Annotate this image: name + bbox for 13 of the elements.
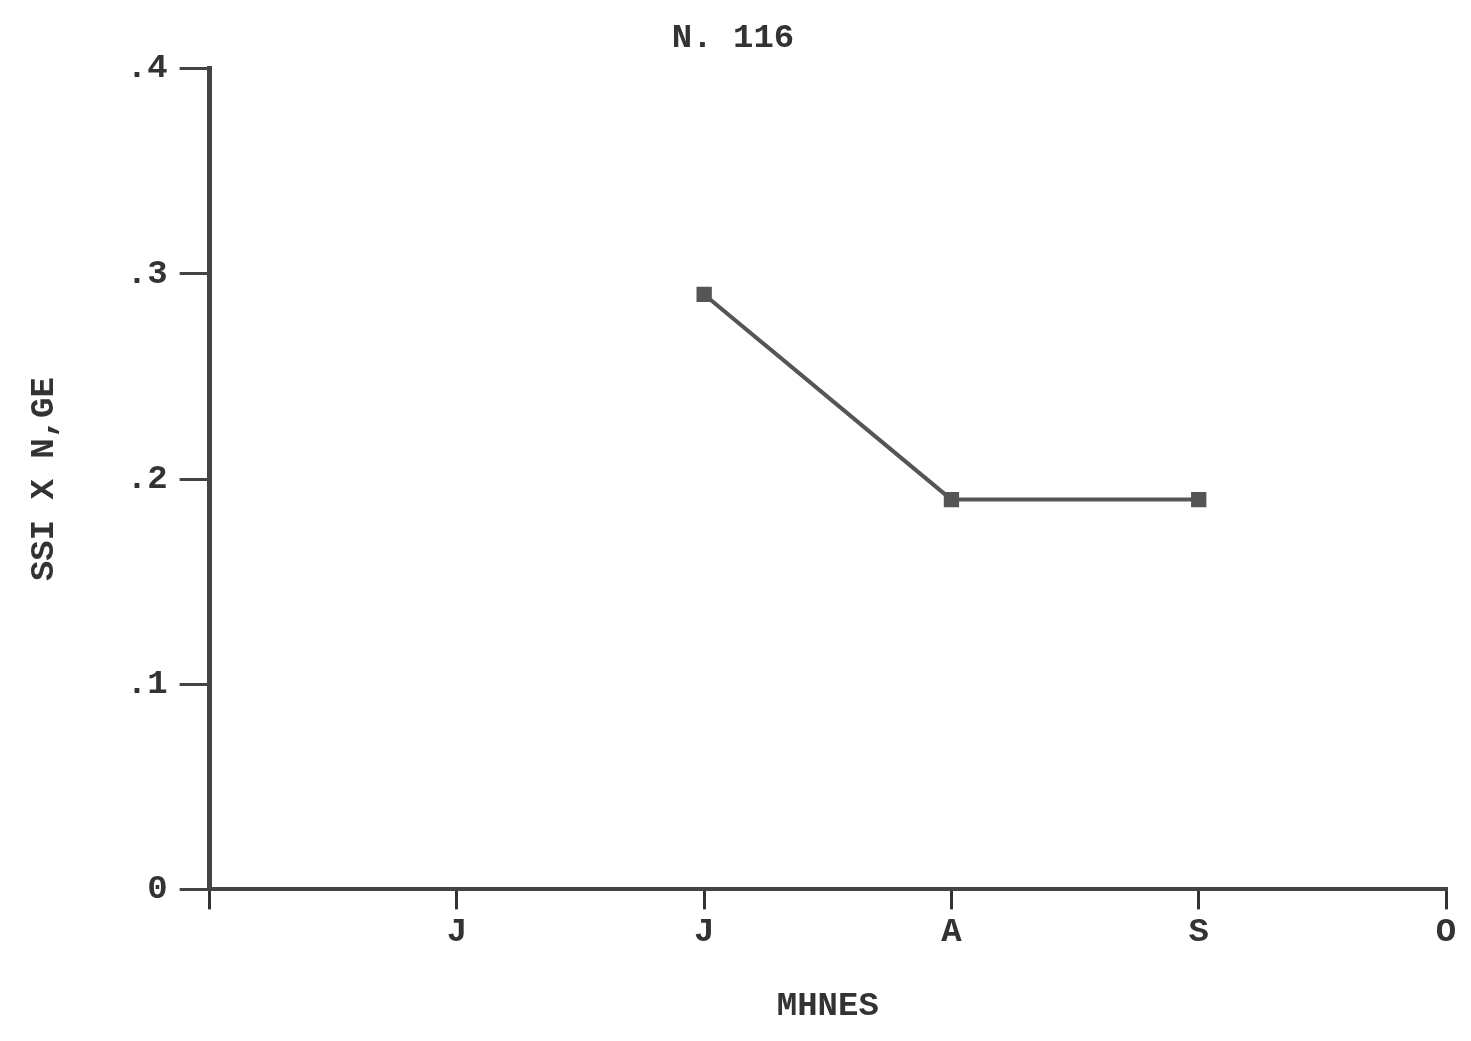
x-tick-label: J <box>693 913 715 952</box>
y-tick-label: .3 <box>126 254 168 293</box>
x-axis-title: MHNES <box>776 987 879 1026</box>
y-axis-title: SSI X N,GE <box>24 377 63 582</box>
x-tick-label: A <box>941 913 963 952</box>
y-tick-label: .1 <box>126 664 168 703</box>
x-tick-label: J <box>446 913 468 952</box>
chart-title: N. 116 <box>671 18 795 57</box>
y-tick-label: .4 <box>126 49 168 88</box>
y-tick-label: 0 <box>147 869 168 908</box>
x-tick-label: S <box>1188 913 1209 952</box>
y-tick-label: .2 <box>126 459 168 498</box>
x-tick-label: O <box>1435 913 1457 952</box>
